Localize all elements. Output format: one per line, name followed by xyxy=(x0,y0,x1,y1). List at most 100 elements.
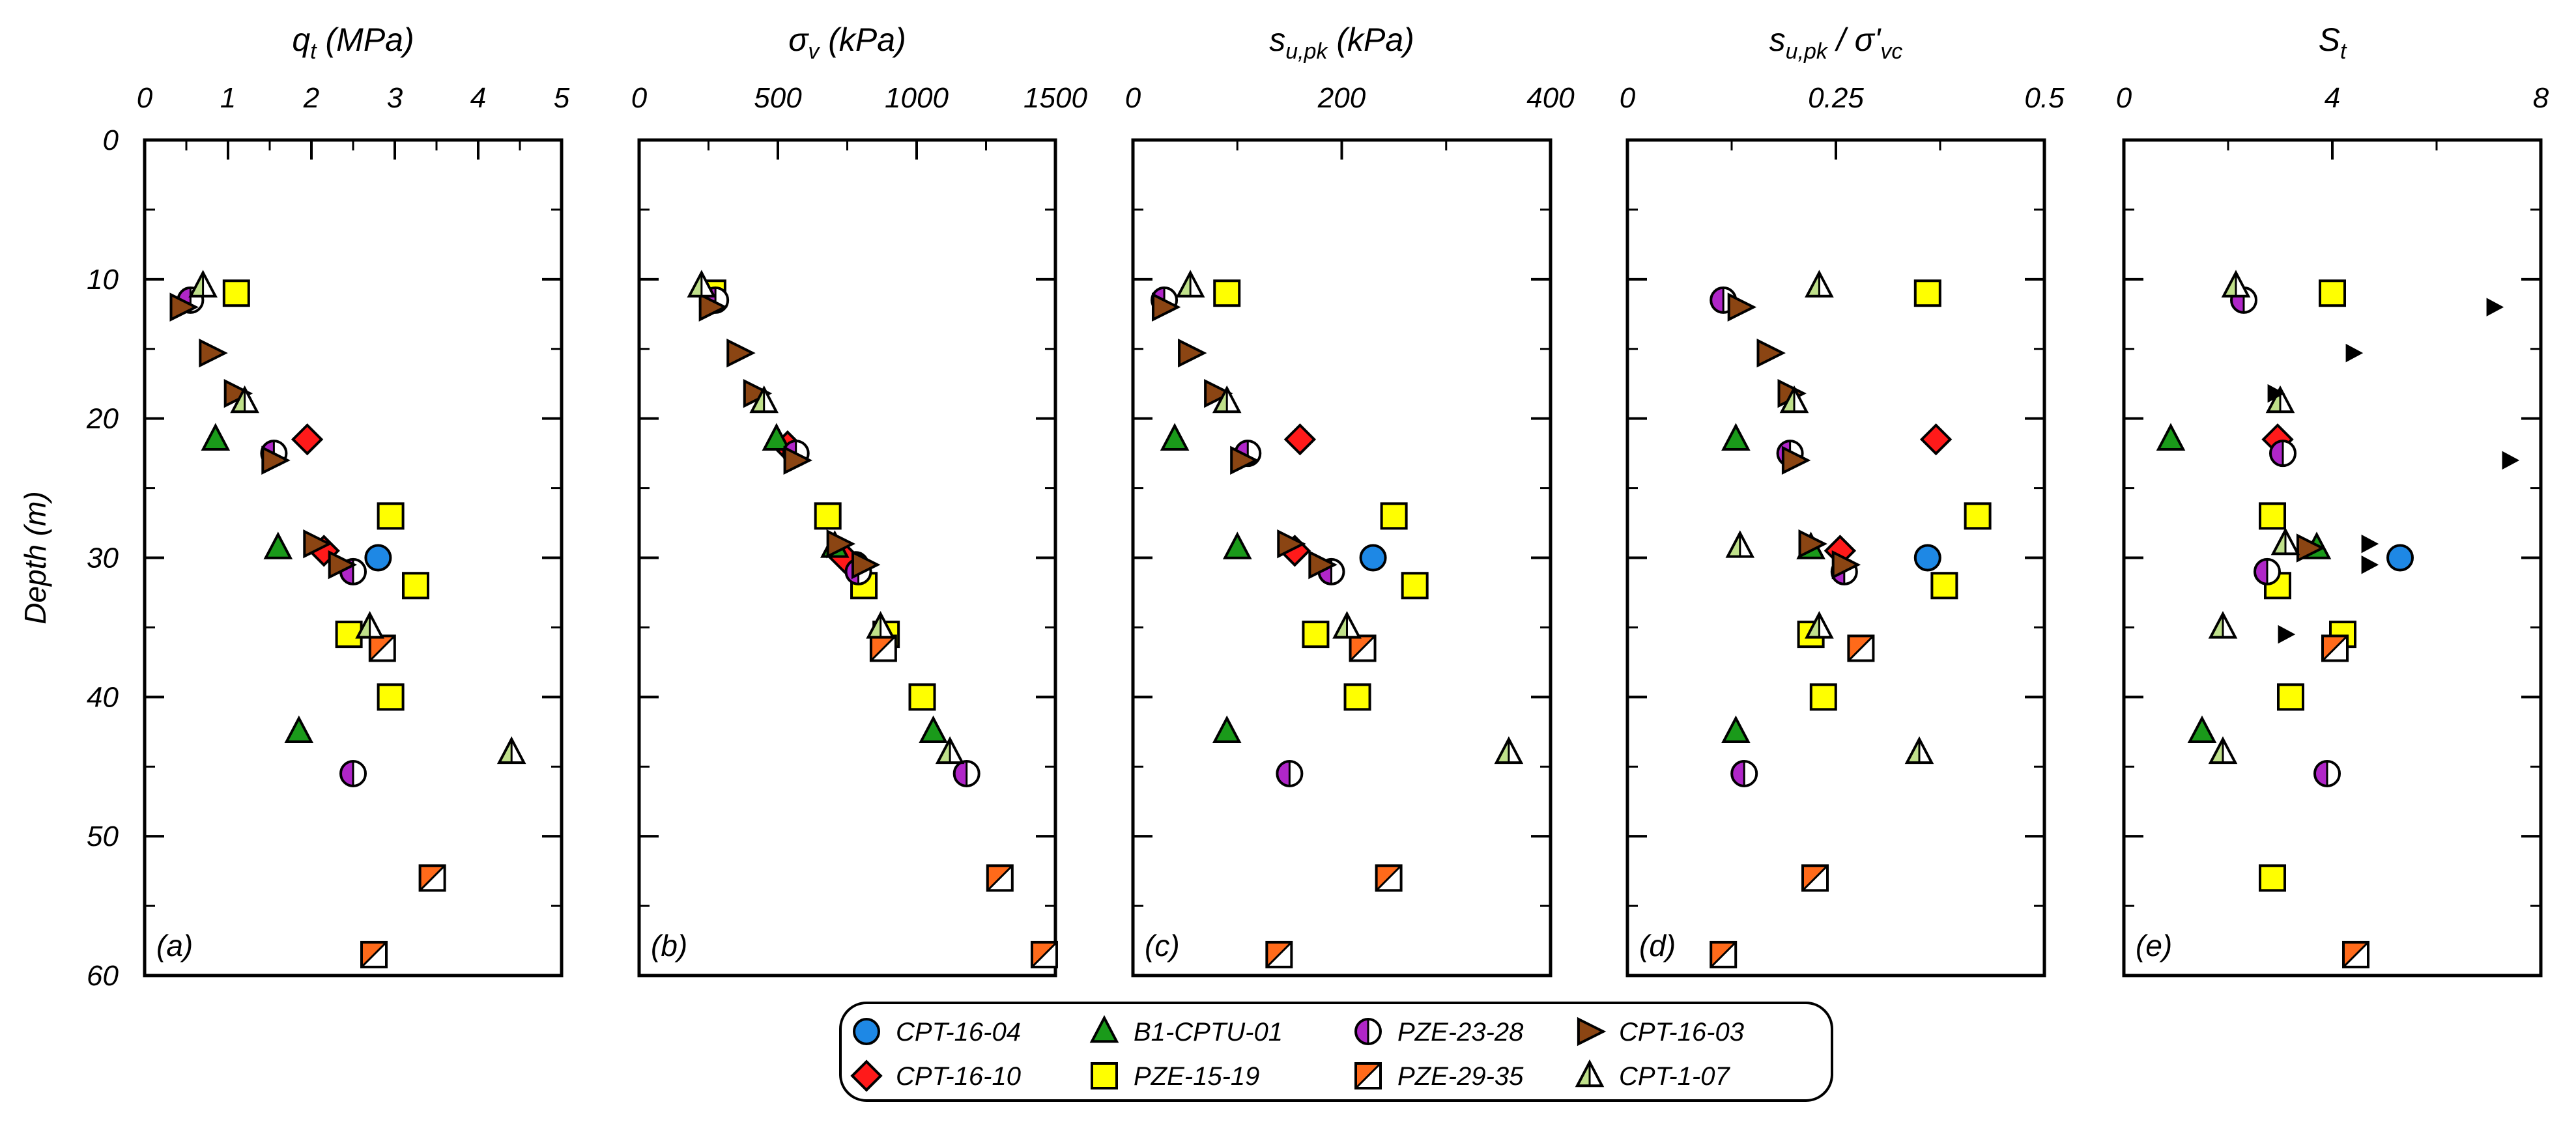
data-point xyxy=(1805,611,1834,639)
data-point xyxy=(1727,292,1757,322)
data-point xyxy=(1801,864,1829,892)
data-point xyxy=(814,502,842,530)
x-tick-label: 3 xyxy=(387,82,403,114)
data-point xyxy=(1710,940,1738,968)
chart-panel-b: 0 500 1000 1500 σv (kPa) (b) xyxy=(631,21,1087,977)
y-tick-label: 0 xyxy=(103,124,119,156)
legend-label: CPT-1-07 xyxy=(1619,1062,1730,1091)
data-point xyxy=(418,864,446,892)
data-point xyxy=(1913,279,1941,307)
data-point xyxy=(1276,759,1304,787)
data-point xyxy=(2156,423,2186,451)
legend-marker xyxy=(853,1018,880,1045)
data-point xyxy=(1721,423,1751,451)
y-tick-label: 10 xyxy=(87,264,119,296)
data-point xyxy=(749,385,779,414)
data-point xyxy=(1030,940,1058,968)
data-point xyxy=(2361,555,2379,574)
data-point xyxy=(377,502,405,530)
data-point xyxy=(2259,502,2286,530)
data-point xyxy=(402,572,429,600)
x-tick-label: 1500 xyxy=(1023,82,1087,114)
legend-label: PZE-15-19 xyxy=(1134,1062,1259,1091)
legend-marker xyxy=(1354,1018,1382,1045)
legend: CPT-16-04 B1-CPTU-01 PZE-23-28 CPT-16-03 CPT… xyxy=(839,1002,1833,1102)
data-point xyxy=(908,683,936,711)
data-point xyxy=(2345,343,2364,363)
y-tick-label: 30 xyxy=(87,542,119,574)
data-point xyxy=(1781,445,1811,475)
y-tick-label: 40 xyxy=(87,681,119,713)
y-tick-label: 50 xyxy=(87,821,119,852)
data-point xyxy=(1401,572,1429,600)
data-point xyxy=(1175,270,1205,298)
legend-marker xyxy=(1354,1062,1382,1089)
data-point xyxy=(2386,544,2414,572)
panel-title: su,pk (kPa) xyxy=(1269,21,1414,64)
data-point xyxy=(2321,634,2349,662)
legend-marker xyxy=(1577,1017,1607,1047)
data-point xyxy=(2502,451,2520,470)
y-tick-label: 60 xyxy=(87,960,119,992)
chart-panel-e: 0 4 8 St (e) xyxy=(2116,21,2549,977)
legend-marker xyxy=(1091,1062,1118,1089)
x-tick-label: 0.25 xyxy=(1808,82,1864,114)
data-point xyxy=(687,270,717,298)
data-point xyxy=(1730,759,1758,787)
x-tick-label: 1000 xyxy=(885,82,949,114)
legend-label: CPT-16-03 xyxy=(1619,1018,1744,1047)
data-point xyxy=(355,611,384,639)
data-point xyxy=(2269,440,2297,468)
data-point xyxy=(1494,736,1524,765)
data-point xyxy=(986,864,1014,892)
data-point xyxy=(496,736,526,765)
data-point xyxy=(2361,534,2379,554)
data-point xyxy=(339,759,367,787)
data-point xyxy=(1343,683,1371,711)
chart-panel-d: 0 0.25 0.5 su,pk / σ'vc (d) xyxy=(1620,21,2065,977)
data-point xyxy=(698,292,728,322)
data-point xyxy=(1349,634,1377,662)
plot-frame xyxy=(1131,138,1553,977)
data-point xyxy=(1277,529,1306,559)
data-point xyxy=(869,634,897,662)
data-point xyxy=(2259,864,2286,892)
data-point xyxy=(1380,502,1408,530)
data-point xyxy=(360,940,388,968)
data-point xyxy=(1913,544,1941,572)
data-point xyxy=(2277,683,2304,711)
data-point xyxy=(1213,279,1241,307)
data-point xyxy=(1222,531,1252,559)
data-point xyxy=(2254,557,2281,585)
panel-letter: (b) xyxy=(651,929,687,962)
x-tick-label: 0 xyxy=(1125,82,1141,114)
legend-label: CPT-16-10 xyxy=(896,1062,1021,1091)
y-axis-label: Depth (m) xyxy=(18,491,52,624)
legend-marker xyxy=(1089,1015,1119,1043)
x-tick-label: 4 xyxy=(2325,82,2340,114)
x-tick-label: 4 xyxy=(470,82,486,114)
x-tick-label: 0 xyxy=(2116,82,2132,114)
data-point xyxy=(261,445,291,475)
data-point xyxy=(726,338,756,368)
legend-label: B1-CPTU-01 xyxy=(1134,1018,1283,1047)
data-point xyxy=(1160,423,1190,451)
x-tick-label: 5 xyxy=(554,82,570,114)
x-tick-label: 0.5 xyxy=(2024,82,2065,114)
data-point xyxy=(1230,445,1259,475)
data-point xyxy=(952,759,980,787)
data-point xyxy=(1809,683,1837,711)
data-point xyxy=(1847,634,1875,662)
panel-title: su,pk / σ'vc xyxy=(1769,21,1903,64)
x-tick-label: 0 xyxy=(1620,82,1636,114)
x-tick-label: 2 xyxy=(303,82,319,114)
data-point xyxy=(866,611,895,639)
y-tick-label: 20 xyxy=(86,403,119,435)
data-point xyxy=(303,529,332,559)
data-point xyxy=(291,423,324,456)
data-point xyxy=(1375,864,1403,892)
data-point xyxy=(2342,940,2369,968)
plot-frame xyxy=(2122,138,2543,977)
x-tick-label: 200 xyxy=(1317,82,1366,114)
